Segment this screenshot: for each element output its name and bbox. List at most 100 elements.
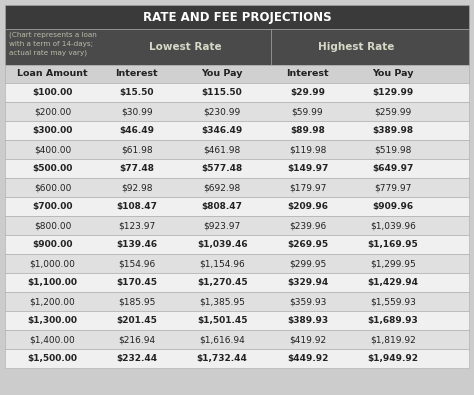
Text: $119.98: $119.98 (289, 145, 326, 154)
Text: $200.00: $200.00 (34, 107, 71, 116)
Text: $179.97: $179.97 (289, 183, 326, 192)
Text: $239.96: $239.96 (289, 221, 326, 230)
Text: $449.92: $449.92 (287, 354, 328, 363)
Bar (5, 197, 469, 216)
Text: $232.44: $232.44 (116, 354, 157, 363)
Bar (5, 121, 469, 140)
Text: $89.98: $89.98 (290, 126, 325, 135)
Text: $230.99: $230.99 (203, 107, 241, 116)
Text: $46.49: $46.49 (119, 126, 154, 135)
Text: $1,169.95: $1,169.95 (367, 240, 418, 249)
Text: $29.99: $29.99 (290, 88, 325, 97)
Text: $909.96: $909.96 (373, 202, 413, 211)
Bar (5, 178, 469, 197)
Bar (5, 273, 469, 292)
Text: $30.99: $30.99 (121, 107, 153, 116)
Bar (5, 140, 469, 159)
Text: $123.97: $123.97 (118, 221, 155, 230)
Text: $15.50: $15.50 (119, 88, 154, 97)
Text: $1,949.92: $1,949.92 (367, 354, 419, 363)
Bar (5, 254, 469, 273)
Text: $329.94: $329.94 (287, 278, 328, 287)
Bar (5, 83, 469, 102)
Text: $1,000.00: $1,000.00 (29, 259, 75, 268)
Text: $259.99: $259.99 (374, 107, 411, 116)
Bar (5, 330, 469, 349)
Text: $209.96: $209.96 (287, 202, 328, 211)
Bar (5, 292, 469, 311)
Text: $100.00: $100.00 (32, 88, 73, 97)
Text: You Pay: You Pay (201, 70, 243, 79)
Text: $1,429.94: $1,429.94 (367, 278, 419, 287)
Text: $389.98: $389.98 (373, 126, 413, 135)
Bar (5, 216, 469, 235)
Text: $1,270.45: $1,270.45 (197, 278, 247, 287)
Text: $139.46: $139.46 (116, 240, 157, 249)
Text: RATE AND FEE PROJECTIONS: RATE AND FEE PROJECTIONS (143, 11, 331, 23)
Text: Loan Amount: Loan Amount (17, 70, 88, 79)
Text: $216.94: $216.94 (118, 335, 155, 344)
Text: $400.00: $400.00 (34, 145, 71, 154)
Text: $1,732.44: $1,732.44 (197, 354, 247, 363)
Text: $359.93: $359.93 (289, 297, 326, 306)
Text: $201.45: $201.45 (116, 316, 157, 325)
Text: $1,200.00: $1,200.00 (30, 297, 75, 306)
Text: $419.92: $419.92 (289, 335, 326, 344)
Text: $649.97: $649.97 (372, 164, 414, 173)
Text: $692.98: $692.98 (203, 183, 241, 192)
Text: $1,385.95: $1,385.95 (199, 297, 245, 306)
Text: $300.00: $300.00 (32, 126, 73, 135)
Text: $779.97: $779.97 (374, 183, 411, 192)
Text: $900.00: $900.00 (32, 240, 73, 249)
Text: $461.98: $461.98 (203, 145, 241, 154)
Text: $808.47: $808.47 (201, 202, 243, 211)
Bar (5, 29, 469, 65)
Text: (Chart represents a loan
with a term of 14-days;
actual rate may vary): (Chart represents a loan with a term of … (9, 32, 97, 56)
Bar (5, 65, 469, 83)
Text: $115.50: $115.50 (202, 88, 243, 97)
Text: $1,039.96: $1,039.96 (370, 221, 416, 230)
Text: $1,689.93: $1,689.93 (367, 316, 418, 325)
Text: $389.93: $389.93 (287, 316, 328, 325)
Text: Interest: Interest (286, 70, 329, 79)
Text: $1,154.96: $1,154.96 (199, 259, 245, 268)
Bar (5, 311, 469, 330)
Text: $1,501.45: $1,501.45 (197, 316, 247, 325)
Text: $149.97: $149.97 (287, 164, 328, 173)
Text: Interest: Interest (116, 70, 158, 79)
Text: $1,100.00: $1,100.00 (27, 278, 78, 287)
Text: $1,616.94: $1,616.94 (199, 335, 245, 344)
Text: $269.95: $269.95 (287, 240, 328, 249)
Text: $1,819.92: $1,819.92 (370, 335, 416, 344)
Text: $1,400.00: $1,400.00 (30, 335, 75, 344)
Bar (5, 349, 469, 368)
Text: $600.00: $600.00 (34, 183, 71, 192)
Text: $129.99: $129.99 (372, 88, 413, 97)
Text: $108.47: $108.47 (116, 202, 157, 211)
Text: $185.95: $185.95 (118, 297, 155, 306)
Text: $299.95: $299.95 (289, 259, 326, 268)
Text: $59.99: $59.99 (292, 107, 323, 116)
Text: $577.48: $577.48 (201, 164, 243, 173)
Text: $500.00: $500.00 (32, 164, 73, 173)
Bar (5, 159, 469, 178)
Text: $923.97: $923.97 (203, 221, 241, 230)
Bar (5, 5, 469, 29)
Text: $1,559.93: $1,559.93 (370, 297, 416, 306)
Text: Lowest Rate: Lowest Rate (149, 42, 222, 52)
Text: $1,039.46: $1,039.46 (197, 240, 247, 249)
Text: $1,299.95: $1,299.95 (370, 259, 416, 268)
Bar (5, 102, 469, 121)
Text: $1,500.00: $1,500.00 (27, 354, 78, 363)
Text: $1,300.00: $1,300.00 (27, 316, 78, 325)
Bar (5, 235, 469, 254)
Text: $61.98: $61.98 (121, 145, 153, 154)
Text: $700.00: $700.00 (32, 202, 73, 211)
Text: You Pay: You Pay (372, 70, 414, 79)
Text: $77.48: $77.48 (119, 164, 154, 173)
Text: Highest Rate: Highest Rate (318, 42, 394, 52)
Text: $800.00: $800.00 (34, 221, 71, 230)
Text: $154.96: $154.96 (118, 259, 155, 268)
Text: $519.98: $519.98 (374, 145, 411, 154)
Text: $92.98: $92.98 (121, 183, 153, 192)
